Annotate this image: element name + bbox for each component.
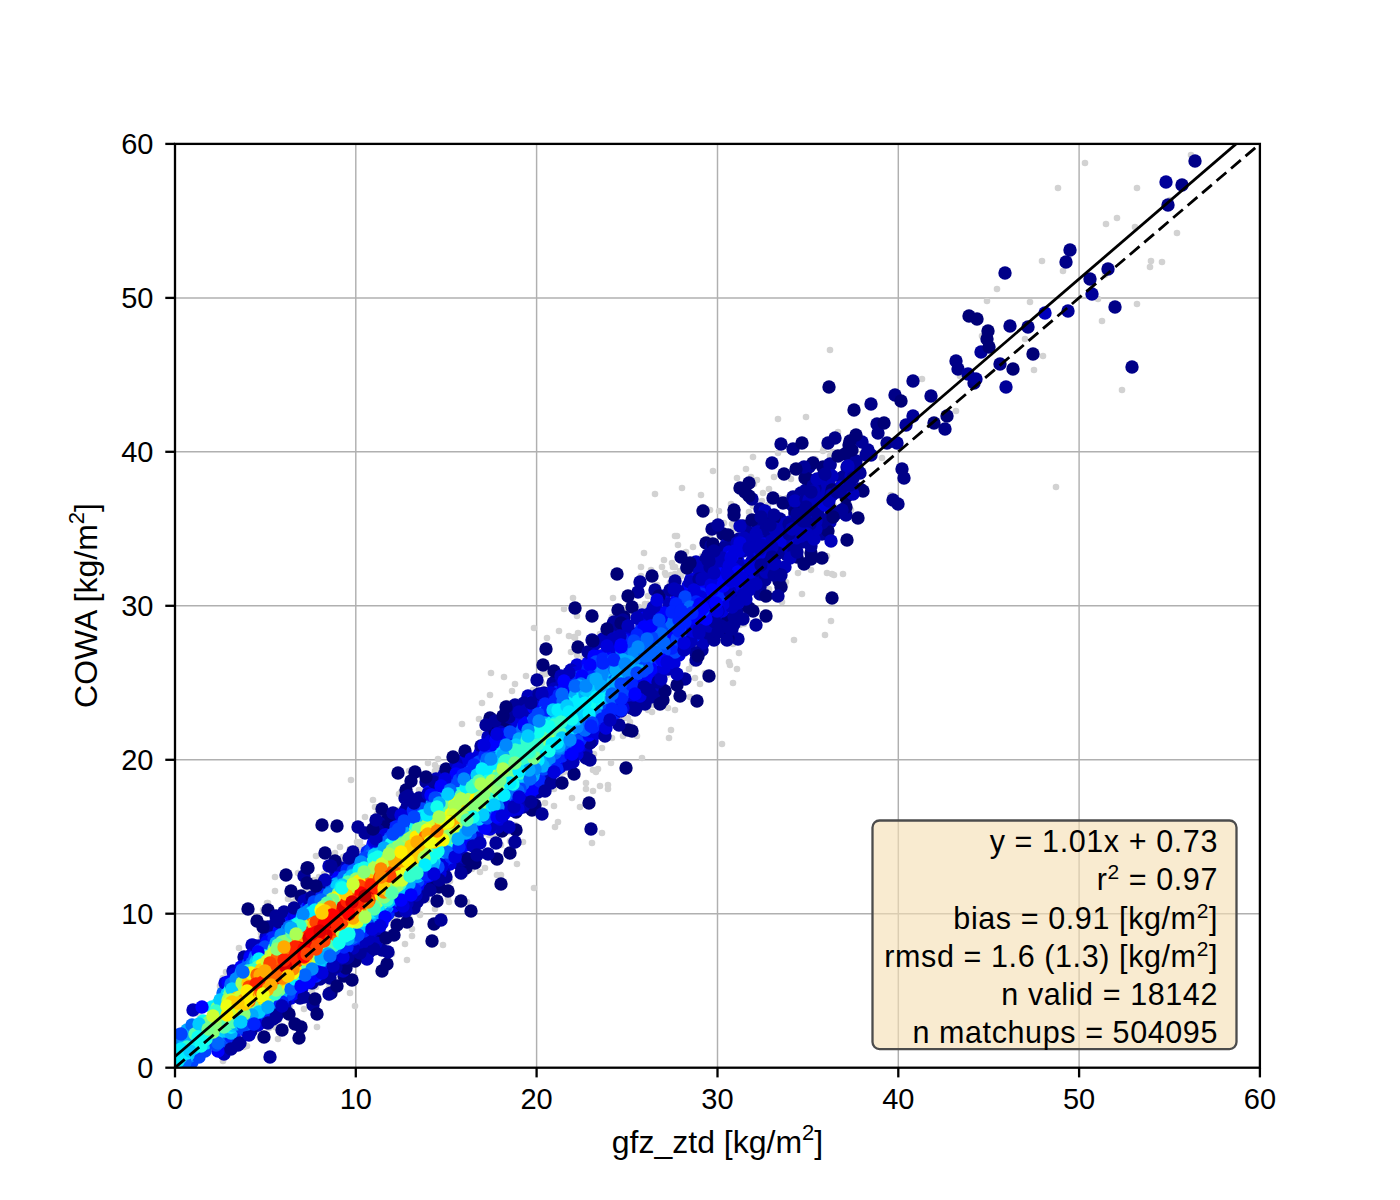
- svg-text:gfz_ztd [kg/m2]: gfz_ztd [kg/m2]: [612, 1120, 823, 1160]
- svg-text:10: 10: [121, 898, 153, 930]
- svg-text:60: 60: [1244, 1083, 1276, 1115]
- svg-text:30: 30: [121, 590, 153, 622]
- svg-text:50: 50: [1063, 1083, 1095, 1115]
- svg-text:0: 0: [137, 1052, 153, 1084]
- svg-text:40: 40: [882, 1083, 914, 1115]
- svg-text:COWA [kg/m2]: COWA [kg/m2]: [64, 503, 104, 708]
- svg-text:60: 60: [121, 128, 153, 160]
- svg-text:y = 1.01x + 0.73: y = 1.01x + 0.73: [990, 824, 1218, 859]
- svg-text:n valid = 18142: n valid = 18142: [1001, 977, 1218, 1011]
- svg-text:10: 10: [340, 1083, 372, 1115]
- svg-text:0: 0: [167, 1083, 183, 1115]
- svg-text:40: 40: [121, 436, 153, 468]
- svg-text:50: 50: [121, 282, 153, 314]
- svg-text:bias = 0.91 [kg/m2]: bias = 0.91 [kg/m2]: [953, 899, 1218, 936]
- svg-text:rmsd = 1.6 (1.3) [kg/m2]: rmsd = 1.6 (1.3) [kg/m2]: [884, 937, 1218, 974]
- svg-text:20: 20: [520, 1083, 552, 1115]
- svg-text:30: 30: [701, 1083, 733, 1115]
- svg-text:20: 20: [121, 744, 153, 776]
- svg-text:n matchups = 504095: n matchups = 504095: [912, 1015, 1218, 1050]
